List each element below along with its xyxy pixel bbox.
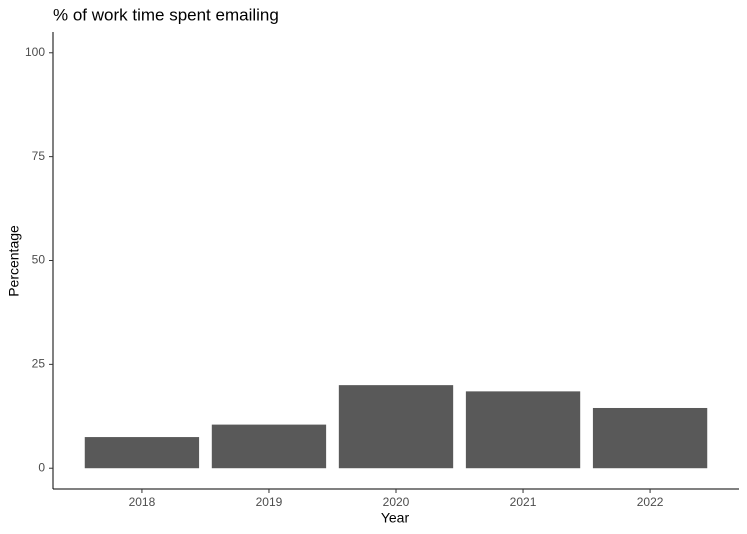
x-axis-title: Year	[381, 510, 410, 526]
y-axis-title: Percentage	[6, 225, 22, 297]
chart-title: % of work time spent emailing	[53, 5, 279, 24]
x-tick-label: 2018	[129, 495, 156, 509]
x-tick-label: 2020	[383, 495, 410, 509]
bar	[338, 385, 454, 469]
y-tick-label: 25	[32, 357, 46, 371]
bar	[211, 424, 327, 469]
x-tick-label: 2021	[510, 495, 537, 509]
y-tick-label: 75	[32, 149, 46, 163]
y-tick-label: 0	[38, 460, 45, 474]
bar	[592, 407, 708, 469]
y-tick-label: 50	[32, 253, 46, 267]
y-tick-label: 100	[25, 45, 45, 59]
bar	[84, 437, 200, 469]
x-tick-label: 2019	[256, 495, 283, 509]
x-tick-label: 2022	[637, 495, 664, 509]
bar	[465, 391, 581, 469]
